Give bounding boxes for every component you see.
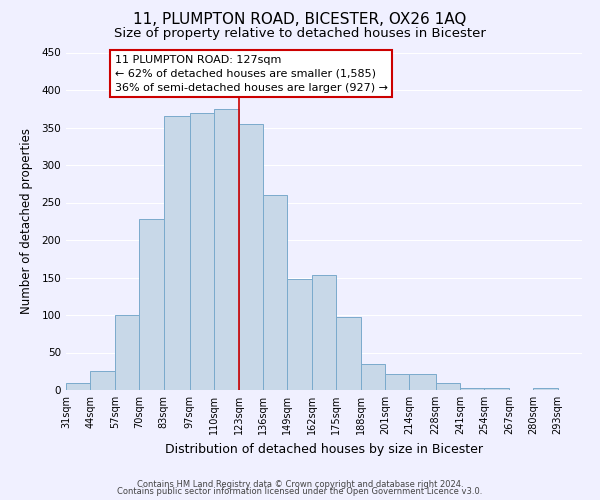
Bar bbox=[312, 275, 336, 390]
Bar bbox=[263, 195, 287, 390]
Bar bbox=[115, 315, 139, 390]
Bar bbox=[66, 382, 91, 390]
Bar bbox=[460, 388, 484, 390]
Bar bbox=[91, 371, 115, 390]
Bar bbox=[385, 374, 409, 390]
Bar bbox=[214, 109, 239, 390]
Bar bbox=[409, 374, 436, 390]
Bar bbox=[287, 279, 312, 390]
Bar bbox=[533, 388, 557, 390]
Text: 11 PLUMPTON ROAD: 127sqm
← 62% of detached houses are smaller (1,585)
36% of sem: 11 PLUMPTON ROAD: 127sqm ← 62% of detach… bbox=[115, 54, 388, 93]
Bar bbox=[361, 364, 385, 390]
Text: Contains public sector information licensed under the Open Government Licence v3: Contains public sector information licen… bbox=[118, 487, 482, 496]
X-axis label: Distribution of detached houses by size in Bicester: Distribution of detached houses by size … bbox=[165, 442, 483, 456]
Text: Contains HM Land Registry data © Crown copyright and database right 2024.: Contains HM Land Registry data © Crown c… bbox=[137, 480, 463, 489]
Bar bbox=[336, 318, 361, 390]
Bar bbox=[436, 382, 460, 390]
Bar bbox=[164, 116, 190, 390]
Bar bbox=[484, 388, 509, 390]
Bar bbox=[239, 124, 263, 390]
Bar bbox=[190, 112, 214, 390]
Bar bbox=[139, 219, 164, 390]
Y-axis label: Number of detached properties: Number of detached properties bbox=[20, 128, 33, 314]
Text: Size of property relative to detached houses in Bicester: Size of property relative to detached ho… bbox=[114, 28, 486, 40]
Text: 11, PLUMPTON ROAD, BICESTER, OX26 1AQ: 11, PLUMPTON ROAD, BICESTER, OX26 1AQ bbox=[133, 12, 467, 28]
